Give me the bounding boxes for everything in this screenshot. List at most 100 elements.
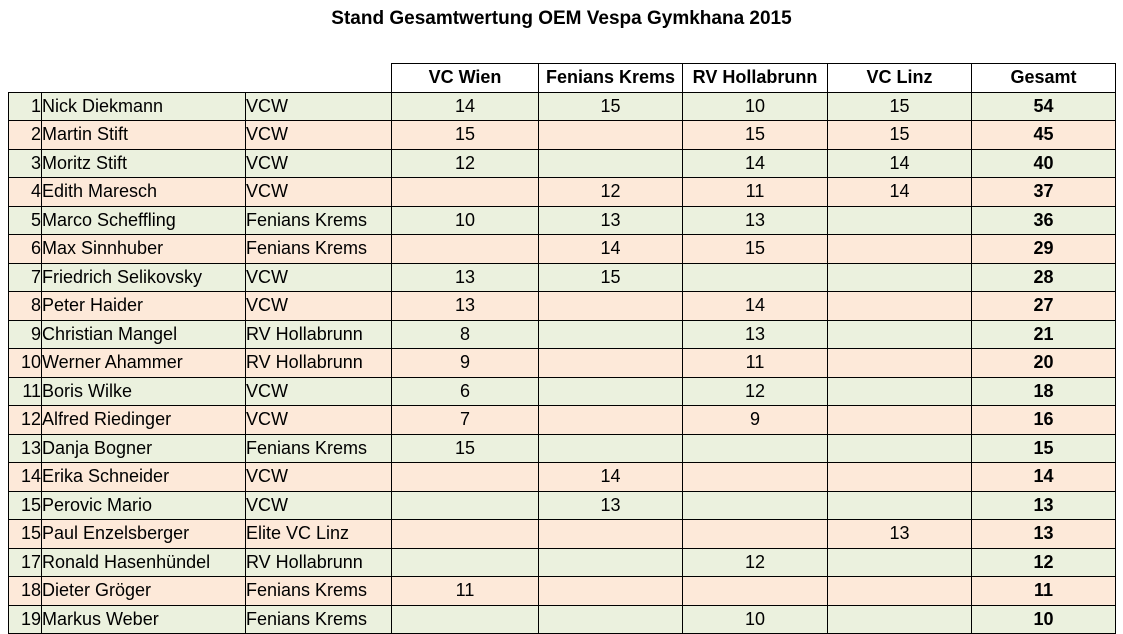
rank-cell: 19: [8, 604, 42, 634]
score-cell: [827, 319, 972, 349]
score-cell: [827, 576, 972, 606]
total-cell: 11: [971, 576, 1116, 606]
score-cell: [538, 604, 683, 634]
table-row: 15 Perovic Mario VCW 13 13: [8, 490, 1116, 520]
total-cell: 36: [971, 205, 1116, 235]
score-cell: [391, 177, 539, 207]
name-cell: Paul Enzelsberger: [41, 519, 246, 549]
total-cell: 21: [971, 319, 1116, 349]
club-cell: Fenians Krems: [245, 205, 392, 235]
score-cell: 7: [391, 405, 539, 435]
rank-cell: 10: [8, 348, 42, 378]
score-cell: [538, 547, 683, 577]
table-row: 8 Peter Haider VCW 13 14 27: [8, 291, 1116, 321]
score-cell: 13: [538, 205, 683, 235]
column-header-vc-wien: VC Wien: [391, 63, 539, 93]
score-cell: 13: [682, 205, 828, 235]
name-cell: Edith Maresch: [41, 177, 246, 207]
score-cell: 11: [682, 348, 828, 378]
score-cell: [538, 319, 683, 349]
name-cell: Christian Mangel: [41, 319, 246, 349]
total-cell: 20: [971, 348, 1116, 378]
club-cell: RV Hollabrunn: [245, 319, 392, 349]
header-row: VC Wien Fenians Krems RV Hollabrunn VC L…: [8, 63, 1116, 93]
score-cell: [538, 348, 683, 378]
name-cell: Dieter Gröger: [41, 576, 246, 606]
score-cell: [538, 291, 683, 321]
total-cell: 40: [971, 148, 1116, 178]
name-cell: Danja Bogner: [41, 433, 246, 463]
score-cell: 14: [538, 234, 683, 264]
club-cell: VCW: [245, 490, 392, 520]
score-cell: 15: [538, 262, 683, 292]
rank-cell: 15: [8, 490, 42, 520]
club-cell: VCW: [245, 148, 392, 178]
table-row: 18 Dieter Gröger Fenians Krems 11 11: [8, 576, 1116, 606]
name-cell: Alfred Riedinger: [41, 405, 246, 435]
total-cell: 13: [971, 519, 1116, 549]
column-header-vc-linz: VC Linz: [827, 63, 972, 93]
rank-cell: 13: [8, 433, 42, 463]
score-cell: 12: [391, 148, 539, 178]
score-cell: [682, 490, 828, 520]
total-cell: 16: [971, 405, 1116, 435]
rank-cell: 6: [8, 234, 42, 264]
club-cell: VCW: [245, 177, 392, 207]
club-cell: VCW: [245, 462, 392, 492]
score-cell: 13: [391, 291, 539, 321]
score-cell: 14: [391, 91, 539, 121]
score-cell: [391, 234, 539, 264]
table-row: 7 Friedrich Selikovsky VCW 13 15 28: [8, 262, 1116, 292]
score-cell: [827, 376, 972, 406]
table-row: 19 Markus Weber Fenians Krems 10 10: [8, 604, 1116, 634]
column-header-gesamt: Gesamt: [971, 63, 1116, 93]
total-cell: 28: [971, 262, 1116, 292]
score-cell: [682, 262, 828, 292]
score-cell: [827, 348, 972, 378]
club-cell: Fenians Krems: [245, 576, 392, 606]
table-row: 1 Nick Diekmann VCW 14 15 10 15 54: [8, 91, 1116, 121]
name-cell: Werner Ahammer: [41, 348, 246, 378]
name-cell: Perovic Mario: [41, 490, 246, 520]
club-cell: RV Hollabrunn: [245, 547, 392, 577]
club-cell: RV Hollabrunn: [245, 348, 392, 378]
score-cell: 10: [391, 205, 539, 235]
header-blank-rank: [8, 63, 42, 93]
rank-cell: 3: [8, 148, 42, 178]
score-cell: [391, 604, 539, 634]
total-cell: 27: [971, 291, 1116, 321]
rank-cell: 17: [8, 547, 42, 577]
score-cell: [682, 462, 828, 492]
club-cell: VCW: [245, 291, 392, 321]
total-cell: 12: [971, 547, 1116, 577]
score-cell: [682, 433, 828, 463]
score-cell: [538, 148, 683, 178]
score-cell: [827, 604, 972, 634]
score-cell: [827, 291, 972, 321]
score-cell: 9: [391, 348, 539, 378]
score-cell: [827, 262, 972, 292]
rank-cell: 14: [8, 462, 42, 492]
score-cell: 13: [538, 490, 683, 520]
score-cell: [391, 462, 539, 492]
total-cell: 13: [971, 490, 1116, 520]
score-cell: 8: [391, 319, 539, 349]
page-title: Stand Gesamtwertung OEM Vespa Gymkhana 2…: [331, 8, 792, 29]
table-row: 13 Danja Bogner Fenians Krems 15 15: [8, 433, 1116, 463]
score-cell: 15: [391, 120, 539, 150]
score-cell: 13: [682, 319, 828, 349]
club-cell: Fenians Krems: [245, 234, 392, 264]
total-cell: 14: [971, 462, 1116, 492]
standings-table: VC Wien Fenians Krems RV Hollabrunn VC L…: [8, 63, 1116, 634]
score-cell: 9: [682, 405, 828, 435]
total-cell: 45: [971, 120, 1116, 150]
rank-cell: 4: [8, 177, 42, 207]
rank-cell: 12: [8, 405, 42, 435]
score-cell: [391, 519, 539, 549]
rank-cell: 1: [8, 91, 42, 121]
club-cell: VCW: [245, 120, 392, 150]
table-row: 12 Alfred Riedinger VCW 7 9 16: [8, 405, 1116, 435]
total-cell: 10: [971, 604, 1116, 634]
header-blank-name: [41, 63, 246, 93]
rank-cell: 7: [8, 262, 42, 292]
